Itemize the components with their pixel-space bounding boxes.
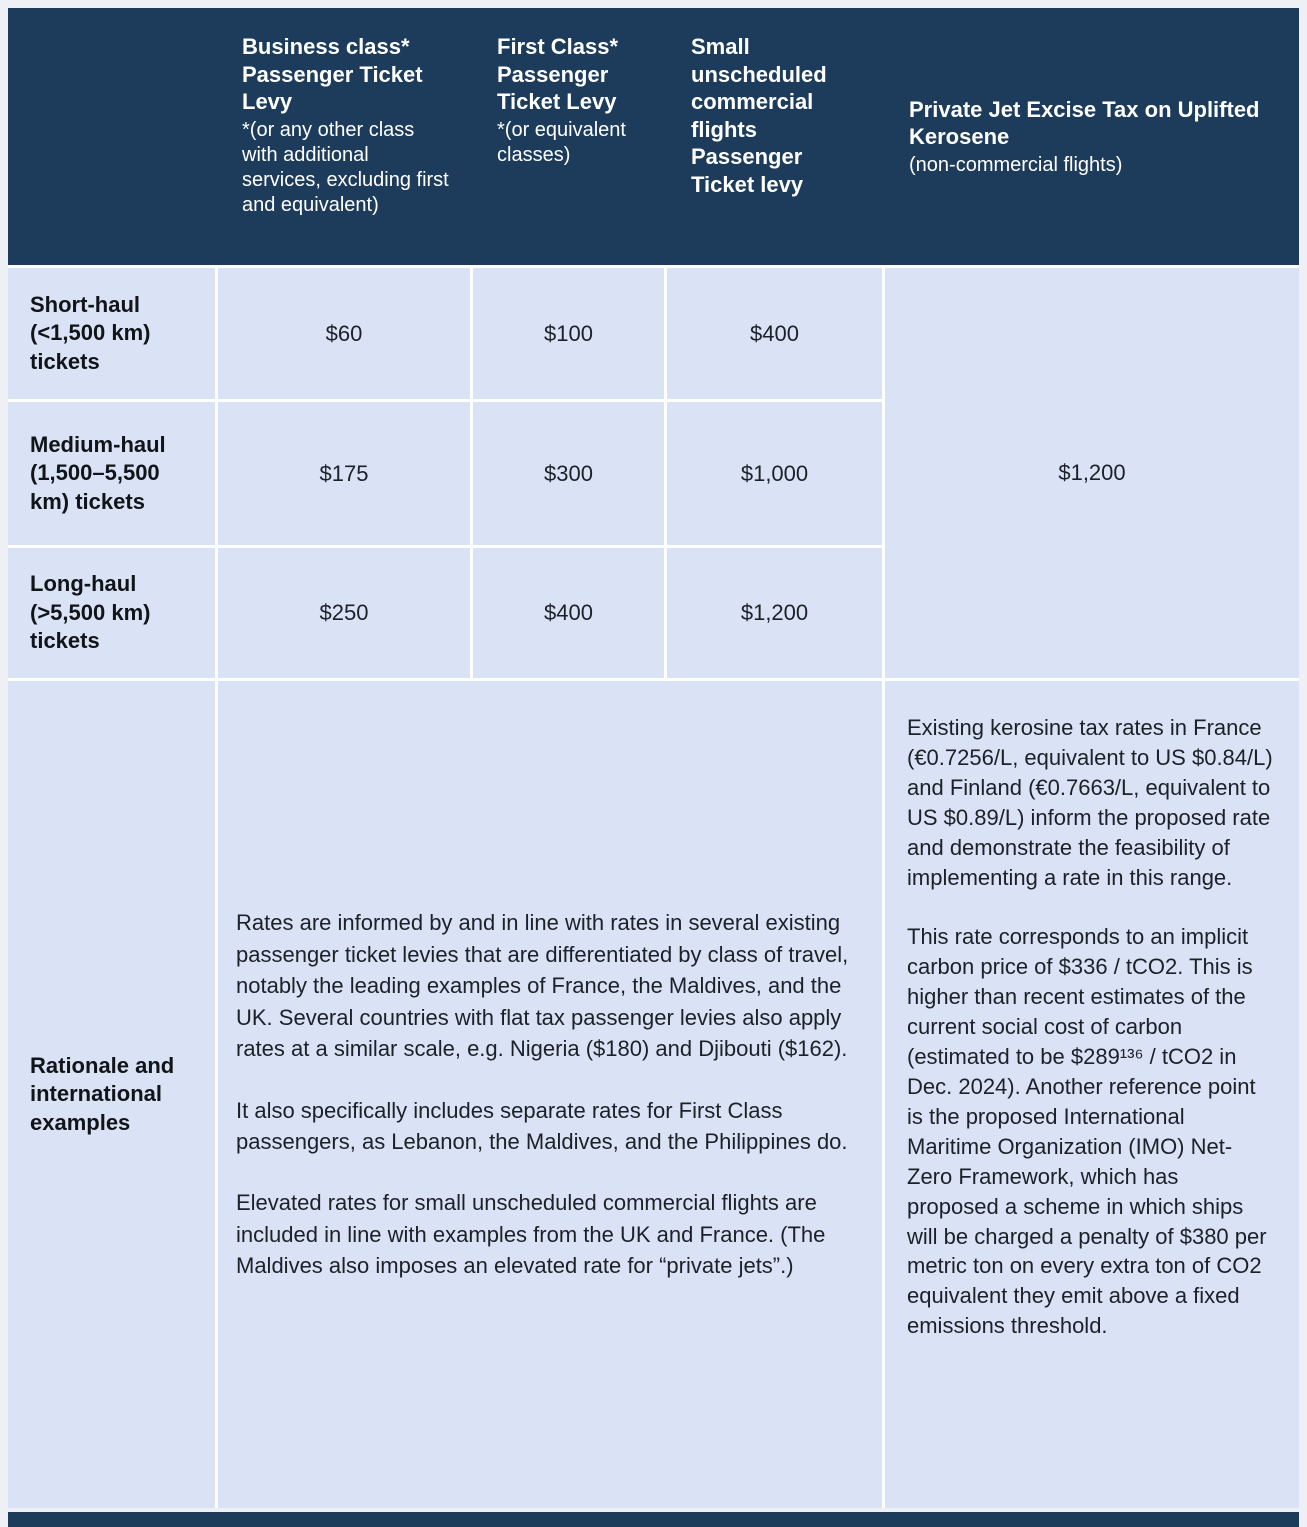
value-medium-haul-unscheduled: $1,000 (667, 402, 882, 545)
header-cell-small-unscheduled: Small unscheduled commercial flights Pas… (667, 8, 882, 265)
column-subtitle: (non-commercial flights) (909, 153, 1123, 176)
column-title: Business class* Passenger Ticket Levy (242, 34, 423, 114)
value-medium-haul-business: $175 (218, 402, 470, 545)
header-cell-private-jet: Private Jet Excise Tax on Uplifted Keros… (885, 8, 1299, 265)
row-label-short-haul: Short-haul (<1,500 km) tickets (8, 268, 215, 399)
rationale-paragraph: It also specifically includes separate r… (236, 1097, 848, 1154)
kerosene-notes-cell: Existing kerosine tax rates in France (€… (885, 681, 1299, 1508)
value-long-haul-first: $400 (473, 548, 664, 678)
rationale-text-cell: Rates are informed by and in line with r… (218, 681, 882, 1508)
column-title: Small unscheduled commercial flights Pas… (691, 34, 827, 197)
row-label-rationale: Rationale and international examples (8, 681, 215, 1508)
column-title: First Class* Passenger Ticket Levy (497, 34, 619, 114)
row-label-medium-haul: Medium-haul (1,500–5,500 km) tickets (8, 402, 215, 545)
table-header-row: Business class* Passenger Ticket Levy *(… (8, 8, 1299, 265)
column-title: Private Jet Excise Tax on Uplifted Keros… (909, 96, 1260, 150)
header-cell-business-class: Business class* Passenger Ticket Levy *(… (218, 8, 470, 265)
row-label-long-haul: Long-haul (>5,500 km) tickets (8, 548, 215, 678)
aviation-levy-rates-table: Business class* Passenger Ticket Levy *(… (8, 8, 1299, 1508)
header-cell-empty (8, 8, 215, 265)
value-private-jet-rate: $1,200 (885, 268, 1299, 678)
kerosene-paragraph: This rate corresponds to an implicit car… (907, 924, 1267, 1339)
header-cell-first-class: First Class* Passenger Ticket Levy *(or … (473, 8, 664, 265)
column-subtitle: *(or equivalent classes) (497, 118, 626, 166)
value-long-haul-business: $250 (218, 548, 470, 678)
rationale-paragraph: Rates are informed by and in line with r… (236, 910, 849, 1062)
column-subtitle: *(or any other class with additional ser… (242, 118, 449, 216)
kerosene-paragraph: Existing kerosine tax rates in France (€… (907, 715, 1273, 890)
rationale-paragraph: Elevated rates for small unscheduled com… (236, 1190, 826, 1279)
value-long-haul-unscheduled: $1,200 (667, 548, 882, 678)
section-divider-bar (8, 1512, 1299, 1527)
value-medium-haul-first: $300 (473, 402, 664, 545)
value-short-haul-unscheduled: $400 (667, 268, 882, 399)
value-short-haul-first: $100 (473, 268, 664, 399)
value-short-haul-business: $60 (218, 268, 470, 399)
